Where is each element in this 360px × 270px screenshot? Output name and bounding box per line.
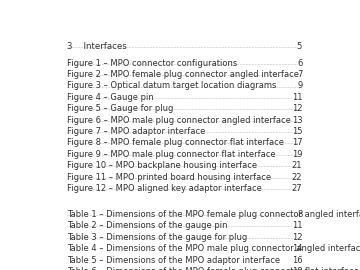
Text: 19: 19	[292, 150, 302, 159]
Text: Figure 6 – MPO male plug connector angled interface: Figure 6 – MPO male plug connector angle…	[67, 116, 291, 124]
Text: Table 4 – Dimensions of the MPO male plug connector angled interface: Table 4 – Dimensions of the MPO male plu…	[67, 244, 360, 253]
Text: 9: 9	[297, 81, 302, 90]
Text: Figure 2 – MPO female plug connector angled interface: Figure 2 – MPO female plug connector ang…	[67, 70, 299, 79]
Text: 21: 21	[292, 161, 302, 170]
Text: Figure 3 – Optical datum target location diagrams: Figure 3 – Optical datum target location…	[67, 81, 276, 90]
Text: Figure 4 – Gauge pin: Figure 4 – Gauge pin	[67, 93, 153, 102]
Text: 13: 13	[292, 116, 302, 124]
Text: Figure 7 – MPO adaptor interface: Figure 7 – MPO adaptor interface	[67, 127, 205, 136]
Text: 7: 7	[297, 70, 302, 79]
Text: 17: 17	[292, 138, 302, 147]
Text: Figure 10 – MPO backplane housing interface: Figure 10 – MPO backplane housing interf…	[67, 161, 257, 170]
Text: Table 5 – Dimensions of the MPO adaptor interface: Table 5 – Dimensions of the MPO adaptor …	[67, 255, 280, 265]
Text: 18: 18	[292, 267, 302, 270]
Text: Figure 1 – MPO connector configurations: Figure 1 – MPO connector configurations	[67, 59, 237, 68]
Text: 12: 12	[292, 104, 302, 113]
Text: 11: 11	[292, 93, 302, 102]
Text: Figure 5 – Gauge for plug: Figure 5 – Gauge for plug	[67, 104, 173, 113]
Text: 6: 6	[297, 59, 302, 68]
Text: Figure 11 – MPO printed board housing interface: Figure 11 – MPO printed board housing in…	[67, 173, 271, 181]
Text: Figure 12 – MPO aligned key adaptor interface: Figure 12 – MPO aligned key adaptor inte…	[67, 184, 262, 193]
Text: Table 6 – Dimensions of the MPO female plug connector flat interface: Table 6 – Dimensions of the MPO female p…	[67, 267, 359, 270]
Text: 27: 27	[292, 184, 302, 193]
Text: 16: 16	[292, 255, 302, 265]
Text: Table 3 – Dimensions of the gauge for plug: Table 3 – Dimensions of the gauge for pl…	[67, 233, 247, 242]
Text: Figure 8 – MPO female plug connector flat interface: Figure 8 – MPO female plug connector fla…	[67, 138, 284, 147]
Text: 22: 22	[292, 173, 302, 181]
Text: 8: 8	[297, 210, 302, 219]
Text: 11: 11	[292, 221, 302, 230]
Text: 15: 15	[292, 127, 302, 136]
Text: 3    Interfaces: 3 Interfaces	[67, 42, 126, 51]
Text: 14: 14	[292, 244, 302, 253]
Text: 12: 12	[292, 233, 302, 242]
Text: Figure 9 – MPO male plug connector flat interface: Figure 9 – MPO male plug connector flat …	[67, 150, 275, 159]
Text: Table 2 – Dimensions of the gauge pin: Table 2 – Dimensions of the gauge pin	[67, 221, 227, 230]
Text: 5: 5	[297, 42, 302, 51]
Text: Table 1 – Dimensions of the MPO female plug connector angled interface: Table 1 – Dimensions of the MPO female p…	[67, 210, 360, 219]
